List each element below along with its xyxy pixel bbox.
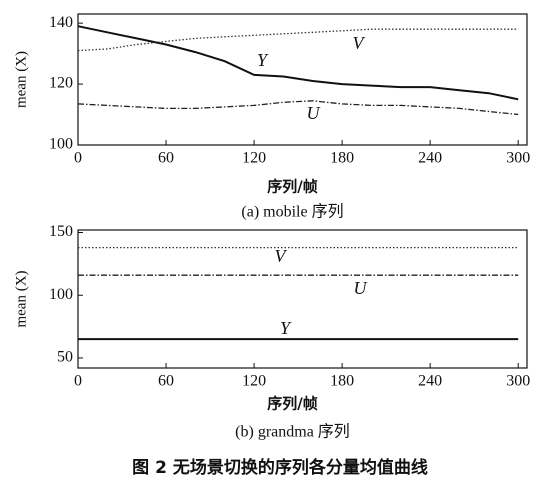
plot-frame [77, 229, 528, 369]
y-tick-label: 100 [49, 286, 73, 303]
series-label: Y [280, 318, 292, 338]
x-tick-label: 240 [418, 150, 442, 167]
x-tick-label: 60 [158, 150, 174, 167]
x-tick-label: 60 [158, 373, 174, 390]
x-axis-label: 序列/帧 [267, 178, 317, 196]
series-label: V [353, 33, 366, 53]
y-tick-label: 140 [49, 14, 73, 31]
x-tick-label: 180 [330, 373, 354, 390]
x-tick-label: 0 [74, 150, 82, 167]
figure-caption: 图 2 无场景切换的序列各分量均值曲线 [132, 457, 428, 478]
x-tick-label: 120 [242, 150, 266, 167]
series-line [77, 100, 519, 116]
x-tick-label: 180 [330, 150, 354, 167]
series-line [77, 25, 519, 101]
y-tick-label: 150 [49, 223, 73, 240]
series-label: U [354, 278, 368, 298]
series-label: Y [257, 50, 269, 70]
subplot-caption: (b) grandma 序列 [235, 423, 350, 441]
x-tick-label: 0 [74, 373, 82, 390]
x-tick-label: 300 [506, 150, 530, 167]
x-tick-label: 240 [418, 373, 442, 390]
y-tick-label: 50 [57, 349, 73, 366]
x-axis-label: 序列/帧 [267, 395, 317, 413]
y-tick-label: 100 [49, 136, 73, 153]
series-label: U [307, 103, 321, 123]
y-axis-label: mean (X) [13, 270, 29, 327]
y-axis-label: mean (X) [13, 51, 29, 108]
plot-frame [77, 13, 528, 146]
x-tick-label: 120 [242, 373, 266, 390]
series-label: V [275, 246, 288, 266]
y-tick-label: 120 [49, 75, 73, 92]
subplot-caption: (a) mobile 序列 [241, 203, 343, 221]
series-line [77, 28, 519, 52]
x-tick-label: 300 [506, 373, 530, 390]
